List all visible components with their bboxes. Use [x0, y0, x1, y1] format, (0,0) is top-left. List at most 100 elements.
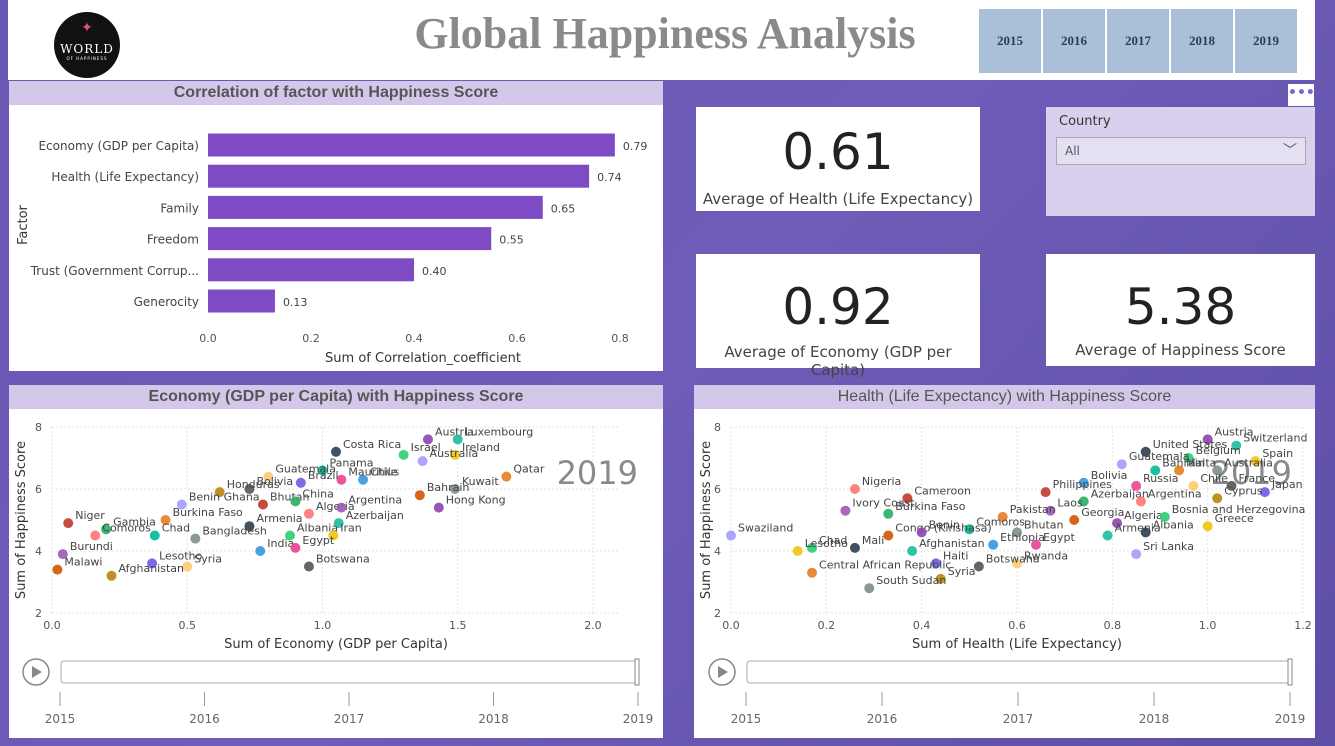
year-button-2019[interactable]: 2019	[1235, 9, 1297, 73]
play-button[interactable]	[22, 658, 50, 686]
country-slicer: Country All ﹀	[1046, 107, 1315, 216]
data-point	[997, 511, 1008, 522]
data-point	[52, 564, 63, 575]
x-tick-label: 1.2	[1294, 619, 1312, 632]
data-point	[190, 533, 201, 544]
bar	[208, 227, 492, 251]
data-point	[1159, 511, 1170, 522]
x-tick-label: 2.0	[584, 619, 602, 632]
data-point	[244, 484, 255, 494]
health-scatter-panel: Health (Life Expectancy) with Happiness …	[694, 385, 1315, 738]
y-tick-label: 8	[714, 421, 721, 434]
x-tick-label: 0.4	[913, 619, 931, 632]
point-label: Spain	[1262, 447, 1293, 460]
x-tick-label: 1.5	[449, 619, 467, 632]
y-axis-title: Factor	[16, 204, 31, 244]
data-point	[331, 446, 341, 457]
bar-value-label: 0.13	[283, 296, 308, 309]
panel-title: Correlation of factor with Happiness Sco…	[9, 81, 663, 105]
data-point	[935, 573, 946, 584]
play-button[interactable]	[708, 658, 736, 686]
data-point	[433, 502, 444, 513]
health-scatter-chart: 2 4 6 8 0.0 0.2 0.4 0.6 0.8 1.0 1.2 2019 AustriaSwit…	[699, 421, 1312, 726]
economy-scatter-panel: Economy (GDP per Capita) with Happiness …	[9, 385, 663, 738]
data-point	[964, 524, 975, 535]
point-label: Syria	[194, 553, 222, 566]
bar-category-label: Economy (GDP per Capita)	[38, 139, 199, 153]
point-label: Greece	[1215, 512, 1254, 525]
point-label: Ireland	[462, 441, 500, 454]
data-point	[244, 521, 255, 532]
data-point	[1031, 539, 1042, 550]
panel-title: Economy (GDP per Capita) with Happiness …	[9, 385, 663, 409]
point-label: Chile	[370, 466, 398, 479]
data-point	[1174, 465, 1185, 476]
bar-category-label: Freedom	[147, 233, 199, 247]
data-point	[883, 508, 894, 519]
point-label: Qatar	[513, 463, 544, 476]
data-point	[1150, 465, 1161, 476]
x-tick-label: 1.0	[314, 619, 332, 632]
point-label: Botswana	[986, 553, 1040, 566]
data-point	[930, 558, 941, 569]
point-label: Lesotho	[159, 549, 202, 562]
point-label: Bahrain	[1162, 456, 1205, 469]
point-label: China	[302, 487, 333, 500]
point-label: Albania	[297, 522, 338, 535]
country-dropdown[interactable]: All ﹀	[1056, 137, 1306, 165]
point-label: Austria	[435, 425, 474, 438]
point-label: Austria	[1215, 425, 1254, 438]
point-label: Cameroon	[914, 484, 971, 497]
data-point	[303, 508, 314, 519]
point-label: Afghanistan	[919, 537, 985, 550]
x-axis-title: Sum of Health (Life Expectancy)	[912, 637, 1122, 652]
data-point	[450, 449, 461, 460]
year-button-2017[interactable]: 2017	[1107, 9, 1169, 73]
point-label: Pakistan	[1010, 503, 1056, 516]
bar	[208, 289, 275, 313]
point-label: United States	[1153, 438, 1228, 451]
data-point	[214, 487, 225, 498]
timeline-handle[interactable]	[1287, 658, 1293, 686]
data-point	[57, 549, 68, 560]
year-button-2016[interactable]: 2016	[1043, 9, 1105, 73]
more-options-icon[interactable]: •••	[1288, 84, 1315, 106]
data-point	[1116, 459, 1127, 470]
x-tick-label: 0.8	[611, 332, 629, 345]
x-tick-label: 0.6	[508, 332, 526, 345]
point-label: Russia	[1143, 472, 1178, 485]
x-tick-label: 0.5	[178, 619, 196, 632]
x-tick-label: 0.0	[43, 619, 61, 632]
bar-category-label: Family	[160, 201, 199, 215]
timeline-label: 2017	[1003, 712, 1034, 726]
data-point	[263, 471, 274, 482]
year-button-group: 2015 2016 2017 2018 2019	[979, 9, 1297, 73]
data-point	[417, 456, 428, 467]
kpi-value: 0.61	[782, 123, 894, 181]
year-button-2015[interactable]: 2015	[979, 9, 1041, 73]
kpi-value: 0.92	[782, 278, 894, 336]
data-point	[328, 530, 339, 541]
data-point	[1131, 549, 1142, 560]
point-label: Brazil	[308, 469, 339, 482]
point-label: Burkina Faso	[895, 500, 965, 513]
point-label: Syria	[948, 565, 976, 578]
timeline-handle[interactable]	[634, 658, 640, 686]
timeline-slider[interactable]	[60, 660, 639, 684]
y-tick-label: 4	[35, 545, 42, 558]
data-point	[1135, 496, 1146, 507]
timeline-slider[interactable]	[746, 660, 1292, 684]
point-label: Sri Lanka	[1143, 540, 1194, 553]
point-label: Botswana	[316, 553, 370, 566]
bar-value-label: 0.79	[623, 140, 648, 153]
point-label: Malta	[1186, 456, 1216, 469]
correlation-bar-chart: Economy (GDP per Capita) 0.79 Health (Life…	[16, 133, 648, 366]
data-point	[1226, 480, 1237, 491]
bar-value-label: 0.65	[551, 202, 576, 215]
point-label: Swaziland	[738, 522, 793, 535]
point-label: Benin	[929, 518, 960, 531]
point-label: Belgium	[1196, 444, 1241, 457]
point-label: Cyprus	[1224, 484, 1263, 497]
year-button-2018[interactable]: 2018	[1171, 9, 1233, 73]
data-point	[358, 474, 369, 485]
